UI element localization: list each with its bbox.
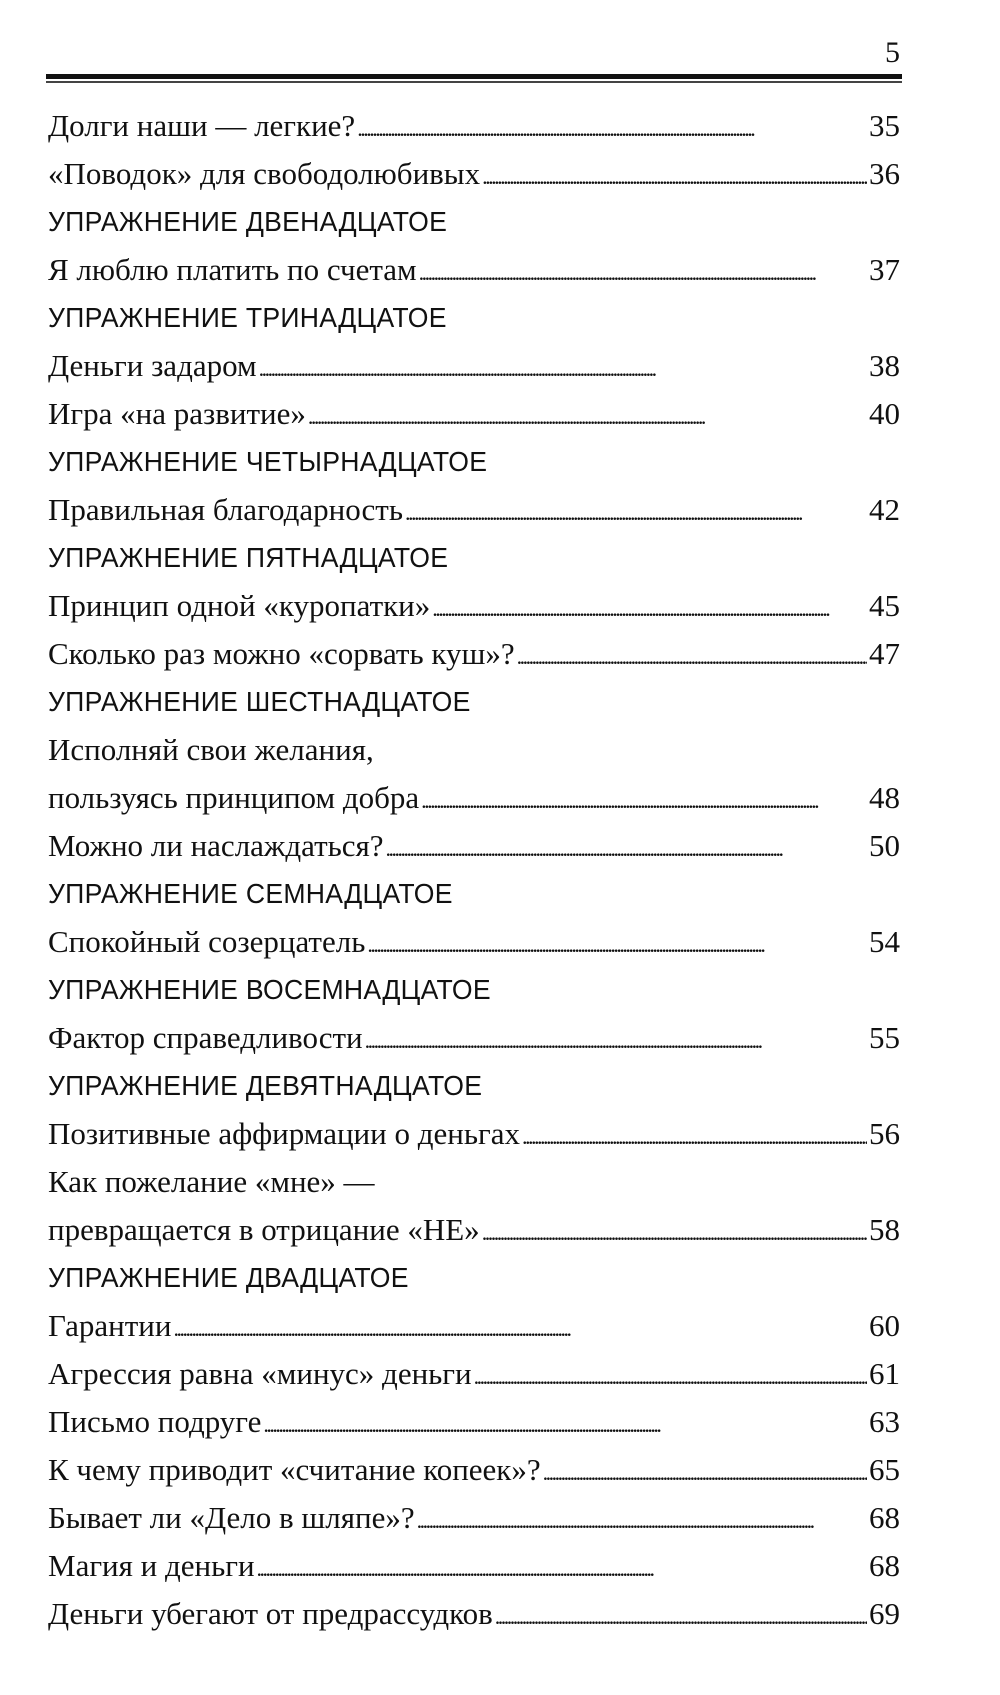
dot-leader bbox=[543, 1446, 867, 1497]
entry-title: Как пожелание «мне» — bbox=[48, 1164, 375, 1199]
toc-entry[interactable]: Сколько раз можно «сорвать куш»? 47 bbox=[48, 630, 900, 678]
dot-leader bbox=[357, 102, 867, 153]
entry-page-number: 48 bbox=[869, 780, 900, 815]
toc-entry[interactable]: Исполняй свои желания, пользуясь принципо… bbox=[48, 726, 900, 822]
entry-page-number: 50 bbox=[869, 828, 900, 863]
table-of-contents: Долги наши — легкие? 35 «Поводок» для своб… bbox=[48, 102, 900, 1638]
toc-entry[interactable]: Деньги убегают от предрассудков 69 bbox=[48, 1590, 900, 1638]
dot-leader bbox=[259, 342, 867, 393]
toc-entry[interactable]: Правильная благодарность 42 bbox=[48, 486, 900, 534]
toc-entry[interactable]: К чему приводит «считание копеек»? 65 bbox=[48, 1446, 900, 1494]
entry-page-number: 68 bbox=[869, 1548, 900, 1583]
dot-leader bbox=[405, 486, 867, 537]
entry-title: Я люблю платить по счетам bbox=[48, 252, 417, 287]
dot-leader bbox=[482, 150, 867, 201]
entry-title: Принцип одной «куропатки» bbox=[48, 588, 431, 623]
entry-title: Деньги задаром bbox=[48, 348, 257, 383]
toc-entry[interactable]: Можно ли наслаждаться? 50 bbox=[48, 822, 900, 870]
toc-entry[interactable]: Агрессия равна «минус» деньги 61 bbox=[48, 1350, 900, 1398]
entry-page-number: 54 bbox=[869, 924, 900, 959]
toc-entry[interactable]: Принцип одной «куропатки» 45 bbox=[48, 582, 900, 630]
toc-entry[interactable]: Письмо подруге 63 bbox=[48, 1398, 900, 1446]
section-heading: УПРАЖНЕНИЕ ДВЕНАДЦАТОЕ bbox=[48, 206, 448, 237]
toc-entry[interactable]: «Поводок» для свободолюбивых 36 bbox=[48, 150, 900, 198]
entry-page-number: 58 bbox=[869, 1212, 900, 1247]
section-heading: УПРАЖНЕНИЕ ЧЕТЫРНАДЦАТОЕ bbox=[48, 446, 488, 477]
entry-page-number: 60 bbox=[869, 1308, 900, 1343]
section-heading: УПРАЖНЕНИЕ ШЕСТНАДЦАТОЕ bbox=[48, 686, 471, 717]
entry-page-number: 47 bbox=[869, 636, 900, 671]
header-rule bbox=[46, 74, 902, 79]
entry-page-number: 35 bbox=[869, 108, 900, 143]
entry-page-number: 45 bbox=[869, 588, 900, 623]
header-rule-thin bbox=[46, 81, 902, 83]
entry-page-number: 63 bbox=[869, 1404, 900, 1439]
dot-leader bbox=[474, 1350, 867, 1401]
dot-leader bbox=[365, 1014, 867, 1065]
dot-leader bbox=[417, 1494, 867, 1545]
dot-leader bbox=[263, 1398, 867, 1449]
entry-title: Позитивные аффирмации о деньгах bbox=[48, 1116, 520, 1151]
entry-page-number: 37 bbox=[869, 252, 900, 287]
entry-title: Письмо подруге bbox=[48, 1404, 262, 1439]
toc-entry[interactable]: Я люблю платить по счетам 37 bbox=[48, 246, 900, 294]
toc-entry[interactable]: Позитивные аффирмации о деньгах 56 bbox=[48, 1110, 900, 1158]
dot-leader bbox=[386, 822, 867, 873]
section-heading: УПРАЖНЕНИЕ ТРИНАДЦАТОЕ bbox=[48, 302, 447, 333]
dot-leader bbox=[421, 774, 867, 825]
dot-leader bbox=[174, 1302, 868, 1353]
entry-page-number: 38 bbox=[869, 348, 900, 383]
entry-page-number: 42 bbox=[869, 492, 900, 527]
toc-entry[interactable]: Магия и деньги 68 bbox=[48, 1542, 900, 1590]
toc-entry[interactable]: Долги наши — легкие? 35 bbox=[48, 102, 900, 150]
entry-title: Игра «на развитие» bbox=[48, 396, 306, 431]
entry-title: Агрессия равна «минус» деньги bbox=[48, 1356, 472, 1391]
dot-leader bbox=[495, 1590, 867, 1641]
entry-page-number: 68 bbox=[869, 1500, 900, 1535]
entry-title: Фактор справедливости bbox=[48, 1020, 363, 1055]
dot-leader bbox=[432, 582, 867, 633]
entry-page-number: 40 bbox=[869, 396, 900, 431]
toc-entry[interactable]: Спокойный созерцатель 54 bbox=[48, 918, 900, 966]
toc-entry[interactable]: Бывает ли «Дело в шляпе»? 68 bbox=[48, 1494, 900, 1542]
dot-leader bbox=[257, 1542, 867, 1593]
entry-title: Гарантии bbox=[48, 1308, 172, 1343]
section-heading: УПРАЖНЕНИЕ ДЕВЯТНАДЦАТОЕ bbox=[48, 1070, 483, 1101]
toc-entry[interactable]: Фактор справедливости 55 bbox=[48, 1014, 900, 1062]
page-number: 5 bbox=[885, 36, 900, 69]
entry-page-number: 56 bbox=[869, 1116, 900, 1151]
toc-entry[interactable]: Гарантии 60 bbox=[48, 1302, 900, 1350]
entry-title: Спокойный созерцатель bbox=[48, 924, 366, 959]
section-heading: УПРАЖНЕНИЕ ВОСЕМНАДЦАТОЕ bbox=[48, 974, 491, 1005]
entry-page-number: 61 bbox=[869, 1356, 900, 1391]
entry-title: Бывает ли «Дело в шляпе»? bbox=[48, 1500, 415, 1535]
dot-leader bbox=[517, 630, 867, 681]
toc-entry[interactable]: Игра «на развитие» 40 bbox=[48, 390, 900, 438]
dot-leader bbox=[482, 1206, 867, 1257]
entry-title: пользуясь принципом добра bbox=[48, 780, 420, 815]
entry-title: Деньги убегают от предрассудков bbox=[48, 1596, 493, 1631]
dot-leader bbox=[308, 390, 867, 441]
toc-entry[interactable]: Как пожелание «мне» — превращается в отри… bbox=[48, 1158, 900, 1254]
entry-title: Правильная благодарность bbox=[48, 492, 403, 527]
entry-page-number: 55 bbox=[869, 1020, 900, 1055]
entry-title: Сколько раз можно «сорвать куш»? bbox=[48, 636, 515, 671]
entry-title: Исполняй свои желания, bbox=[48, 732, 374, 767]
entry-title: Магия и деньги bbox=[48, 1548, 255, 1583]
section-heading: УПРАЖНЕНИЕ ПЯТНАДЦАТОЕ bbox=[48, 542, 449, 573]
entry-title: превращается в отрицание «НЕ» bbox=[48, 1212, 480, 1247]
entry-page-number: 69 bbox=[869, 1596, 900, 1631]
dot-leader bbox=[419, 246, 867, 297]
section-heading: УПРАЖНЕНИЕ СЕМНАДЦАТОЕ bbox=[48, 878, 453, 909]
entry-page-number: 36 bbox=[869, 156, 900, 191]
entry-title: Можно ли наслаждаться? bbox=[48, 828, 384, 863]
toc-entry[interactable]: Деньги задаром 38 bbox=[48, 342, 900, 390]
entry-title: «Поводок» для свободолюбивых bbox=[48, 156, 481, 191]
dot-leader bbox=[522, 1110, 867, 1161]
entry-title: К чему приводит «считание копеек»? bbox=[48, 1452, 541, 1487]
entry-title: Долги наши — легкие? bbox=[48, 108, 356, 143]
entry-page-number: 65 bbox=[869, 1452, 900, 1487]
section-heading: УПРАЖНЕНИЕ ДВАДЦАТОЕ bbox=[48, 1262, 409, 1293]
dot-leader bbox=[367, 918, 867, 969]
